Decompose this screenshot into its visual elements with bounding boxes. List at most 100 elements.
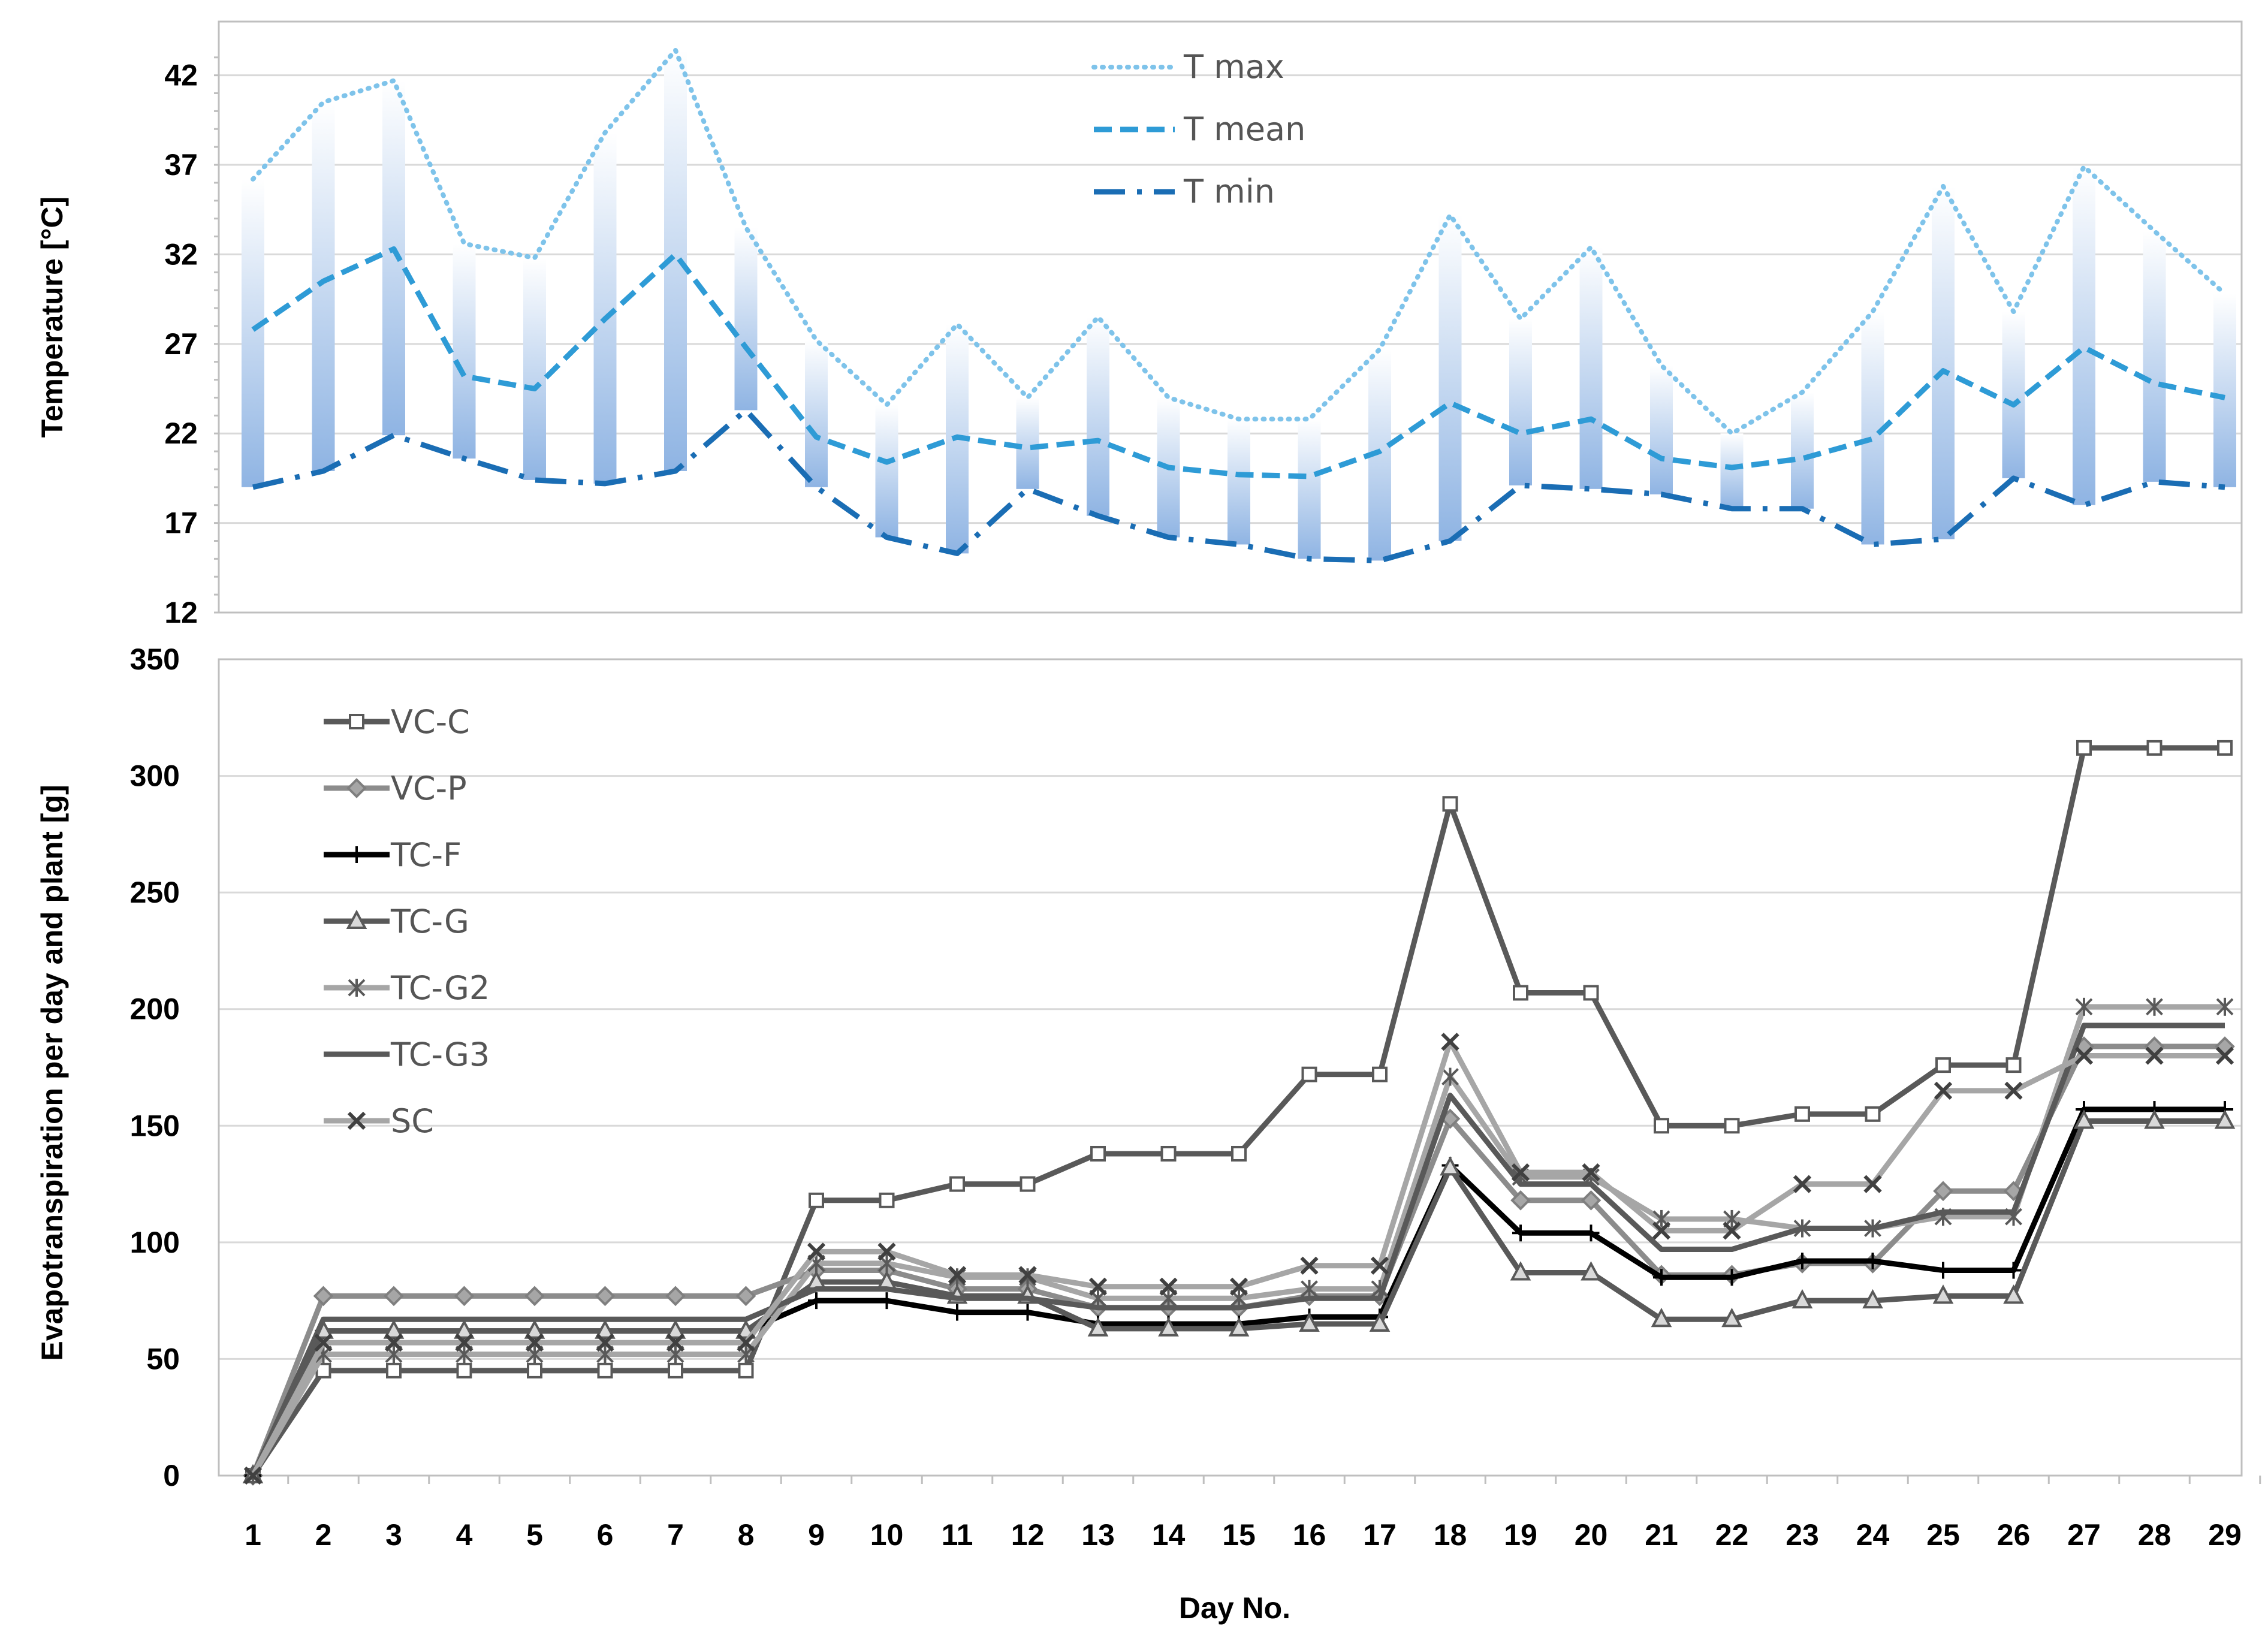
temperature-range-bar [1016,397,1039,489]
x-tick-label: 25 [1926,1518,1960,1552]
temperature-legend: T max T mean T min [1091,48,1305,210]
legend-label-tc-f: TC-F [390,836,462,874]
data-point-sc [1229,1277,1248,1296]
x-axis-title: Day No. [1179,1591,1290,1625]
data-point-sc [1934,1081,1953,1100]
temperature-range-bar [1438,215,1462,541]
temperature-y-tick: 27 [164,327,198,361]
data-point-sc [2004,1081,2023,1100]
data-point-vc-c [668,1362,683,1378]
x-tick-label: 2 [315,1518,332,1552]
data-point-vc-c [2005,1057,2022,1073]
data-point-tc-f [1935,1262,1952,1279]
data-point-tc-f [1723,1269,1741,1286]
data-point-tc-g [1862,1289,1883,1309]
data-point-vc-c [1724,1118,1740,1134]
data-point-vc-c [1654,1118,1669,1134]
temperature-range-bar [1720,433,1744,509]
data-point-tc-g [595,1319,616,1339]
series-line-t-mean [251,246,2225,479]
data-point-tc-f [1019,1304,1036,1321]
x-tick-label: 22 [1715,1518,1749,1552]
data-point-sc [314,1334,333,1352]
temperature-range-bar [523,258,546,480]
evapotranspiration-y-tick: 0 [163,1459,180,1492]
temperature-y-tick: 37 [164,148,198,182]
x-tick-label: 6 [597,1518,614,1552]
temperature-range-bar [2002,312,2025,478]
data-point-tc-g2 [2216,997,2234,1016]
x-tick-label: 14 [1152,1518,1186,1552]
data-point-vc-c [2146,740,2163,756]
x-tick-label: 29 [2208,1518,2242,1552]
x-tick-label: 5 [526,1518,543,1552]
x-tick-label: 8 [738,1518,755,1552]
data-point-tc-g [1369,1312,1391,1332]
legend-item-tc-g: TC-G [324,903,469,940]
data-point-tc-g [454,1319,475,1339]
data-point-vc-p [1581,1190,1602,1211]
data-point-sc [243,1466,263,1485]
evapotranspiration-y-tick-labels: 0 50 100 150 200 250 300 350 [130,642,180,1492]
temperature-y-tick: 22 [164,417,198,450]
data-point-sc [737,1334,755,1352]
data-point-vc-c [1301,1066,1317,1082]
data-point-vc-c [2076,740,2092,756]
temperature-plot-frame [218,20,2243,614]
temperature-range-bar [1932,186,1955,539]
legend-label-tc-g2: TC-G2 [390,969,490,1007]
data-point-tc-g [2144,1109,2165,1129]
x-tick-label: 12 [1011,1518,1045,1552]
legend-marker-sc [347,1111,366,1130]
series-sc [243,1033,2234,1485]
data-point-sc [525,1334,544,1352]
temperature-range-bar [875,405,898,538]
temperature-gridlines [214,56,2242,614]
series-line-tc-g3 [250,1022,2225,1477]
data-point-tc-g [2073,1109,2095,1129]
data-point-tc-g [2214,1109,2236,1129]
x-tick-label: 4 [456,1518,473,1552]
temperature-y-axis-title: Temperature [°C] [35,197,69,438]
data-point-sc [1159,1277,1178,1296]
x-tick-label: 26 [1997,1518,2031,1552]
data-point-sc [1088,1277,1108,1296]
temperature-range-bar [453,243,476,459]
x-tick-label: 18 [1434,1518,1467,1552]
legend-item-sc: SC [324,1102,434,1140]
data-point-tc-f [2005,1262,2022,1279]
data-point-tc-g [1792,1289,1813,1309]
legend-label-t-min: T min [1183,173,1275,210]
evapotranspiration-plot-frame [218,658,2243,1477]
series-line-t-min [252,407,2225,563]
evapotranspiration-y-tick: 200 [130,993,180,1026]
temperature-range-bar [2213,294,2236,487]
temperature-range-bar [1579,247,1603,489]
data-point-tc-g [1158,1317,1179,1337]
data-point-vc-c [1090,1145,1106,1162]
data-point-vc-c [1372,1066,1388,1082]
evapotranspiration-lines [242,740,2236,1486]
data-point-tc-g [2003,1284,2024,1304]
x-tick-label: 20 [1575,1518,1608,1552]
x-tick-label: 15 [1222,1518,1256,1552]
data-point-sc [877,1242,896,1261]
x-tick-label: 13 [1081,1518,1115,1552]
evapotranspiration-y-tick: 100 [130,1226,180,1259]
x-tick-label: 21 [1645,1518,1678,1552]
data-point-tc-g [665,1319,686,1339]
data-point-vc-c [456,1362,472,1378]
data-point-tc-f [1582,1224,1600,1242]
data-point-vc-c [597,1362,613,1378]
data-point-tc-f [949,1304,966,1321]
temperature-y-tick-labels: 12 17 22 27 32 37 42 [164,59,198,629]
data-point-vc-p [735,1286,756,1307]
data-point-tc-g [1581,1261,1602,1281]
data-point-tc-f [1653,1269,1670,1286]
data-point-vc-c [1865,1106,1881,1122]
data-point-sc [948,1266,967,1284]
temperature-range-bar [242,179,264,487]
evapotranspiration-y-tick: 150 [130,1109,180,1142]
data-point-vc-p [524,1286,545,1307]
